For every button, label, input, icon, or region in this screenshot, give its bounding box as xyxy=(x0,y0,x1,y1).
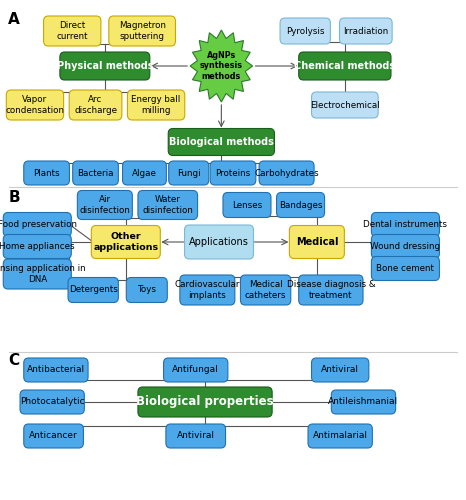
FancyBboxPatch shape xyxy=(299,275,363,305)
FancyBboxPatch shape xyxy=(3,212,71,236)
Text: A: A xyxy=(8,12,20,28)
Text: Medical: Medical xyxy=(295,237,338,247)
FancyBboxPatch shape xyxy=(77,190,132,220)
FancyBboxPatch shape xyxy=(68,278,118,302)
FancyBboxPatch shape xyxy=(138,190,198,220)
Text: Pyrolysis: Pyrolysis xyxy=(286,26,324,36)
FancyBboxPatch shape xyxy=(69,90,122,120)
FancyBboxPatch shape xyxy=(123,161,166,185)
FancyBboxPatch shape xyxy=(128,90,185,120)
Text: Antimalarial: Antimalarial xyxy=(313,432,368,440)
FancyBboxPatch shape xyxy=(126,278,167,302)
Text: Applications: Applications xyxy=(189,237,249,247)
FancyBboxPatch shape xyxy=(289,226,344,258)
FancyBboxPatch shape xyxy=(138,387,272,417)
FancyBboxPatch shape xyxy=(280,18,330,44)
Text: Chemical methods: Chemical methods xyxy=(294,61,396,71)
Text: Magnetron
sputtering: Magnetron sputtering xyxy=(119,22,165,40)
FancyBboxPatch shape xyxy=(44,16,101,46)
FancyBboxPatch shape xyxy=(20,390,84,414)
Text: Direct
current: Direct current xyxy=(56,22,88,40)
Text: Biological properties: Biological properties xyxy=(136,396,274,408)
Text: Photocatalytic: Photocatalytic xyxy=(20,398,84,406)
FancyBboxPatch shape xyxy=(299,52,391,80)
Text: Biological methods: Biological methods xyxy=(169,137,274,147)
FancyBboxPatch shape xyxy=(210,161,256,185)
FancyBboxPatch shape xyxy=(339,18,392,44)
Text: Antiviral: Antiviral xyxy=(177,432,215,440)
FancyBboxPatch shape xyxy=(60,52,150,80)
Text: Home appliances: Home appliances xyxy=(0,242,75,251)
FancyBboxPatch shape xyxy=(371,212,439,236)
Text: Irradiation: Irradiation xyxy=(343,26,389,36)
FancyBboxPatch shape xyxy=(371,234,439,258)
Text: Vapor
condensation: Vapor condensation xyxy=(6,96,64,114)
Text: Toys: Toys xyxy=(137,286,156,294)
Text: Proteins: Proteins xyxy=(215,168,251,177)
Text: Fungi: Fungi xyxy=(177,168,200,177)
FancyBboxPatch shape xyxy=(169,161,209,185)
Text: Detergents: Detergents xyxy=(69,286,117,294)
FancyBboxPatch shape xyxy=(311,92,378,118)
Text: Antileishmanial: Antileishmanial xyxy=(329,398,398,406)
Text: Anticancer: Anticancer xyxy=(29,432,78,440)
Text: Lenses: Lenses xyxy=(232,200,262,209)
FancyBboxPatch shape xyxy=(73,161,118,185)
FancyBboxPatch shape xyxy=(180,275,235,305)
FancyBboxPatch shape xyxy=(164,358,228,382)
Text: Electrochemical: Electrochemical xyxy=(310,100,380,110)
Text: Disease diagnosis &
treatment: Disease diagnosis & treatment xyxy=(287,280,375,299)
FancyBboxPatch shape xyxy=(3,259,71,289)
Text: Other
applications: Other applications xyxy=(93,232,158,252)
FancyBboxPatch shape xyxy=(168,128,274,156)
Text: Algae: Algae xyxy=(132,168,157,177)
FancyBboxPatch shape xyxy=(6,90,63,120)
FancyBboxPatch shape xyxy=(109,16,175,46)
FancyBboxPatch shape xyxy=(24,358,88,382)
Text: Medical
catheters: Medical catheters xyxy=(245,280,287,299)
Text: Cardiovascular
implants: Cardiovascular implants xyxy=(175,280,240,299)
Text: Wound dressing: Wound dressing xyxy=(370,242,440,251)
Text: Arc
discharge: Arc discharge xyxy=(74,96,117,114)
Text: Dental instruments: Dental instruments xyxy=(363,220,447,229)
FancyBboxPatch shape xyxy=(91,226,160,258)
Text: Plants: Plants xyxy=(33,168,60,177)
FancyBboxPatch shape xyxy=(311,358,369,382)
FancyBboxPatch shape xyxy=(166,424,226,448)
Text: Antiviral: Antiviral xyxy=(321,366,359,374)
Text: Physical methods: Physical methods xyxy=(56,61,153,71)
Text: Sensing application in
DNA: Sensing application in DNA xyxy=(0,264,86,283)
Text: Air
disinfection: Air disinfection xyxy=(79,196,130,214)
Text: Water
disinfection: Water disinfection xyxy=(142,196,193,214)
Text: C: C xyxy=(8,353,20,368)
Text: B: B xyxy=(8,190,20,205)
FancyBboxPatch shape xyxy=(223,192,271,218)
FancyBboxPatch shape xyxy=(3,234,71,258)
FancyBboxPatch shape xyxy=(24,424,83,448)
Text: Carbohydrates: Carbohydrates xyxy=(254,168,319,177)
FancyBboxPatch shape xyxy=(331,390,396,414)
Text: Antifungal: Antifungal xyxy=(172,366,219,374)
Text: Bone cement: Bone cement xyxy=(377,264,434,273)
Text: Antibacterial: Antibacterial xyxy=(27,366,85,374)
Text: Food preservation: Food preservation xyxy=(0,220,77,229)
Text: Energy ball
milling: Energy ball milling xyxy=(131,96,181,114)
FancyBboxPatch shape xyxy=(240,275,291,305)
Text: AgNPs
synthesis
methods: AgNPs synthesis methods xyxy=(200,51,243,81)
Polygon shape xyxy=(190,30,253,102)
FancyBboxPatch shape xyxy=(24,161,69,185)
FancyBboxPatch shape xyxy=(371,256,439,280)
FancyBboxPatch shape xyxy=(259,161,314,185)
Text: Bacteria: Bacteria xyxy=(77,168,114,177)
FancyBboxPatch shape xyxy=(308,424,372,448)
Text: Bandages: Bandages xyxy=(279,200,322,209)
FancyBboxPatch shape xyxy=(185,225,254,259)
FancyBboxPatch shape xyxy=(277,192,324,218)
